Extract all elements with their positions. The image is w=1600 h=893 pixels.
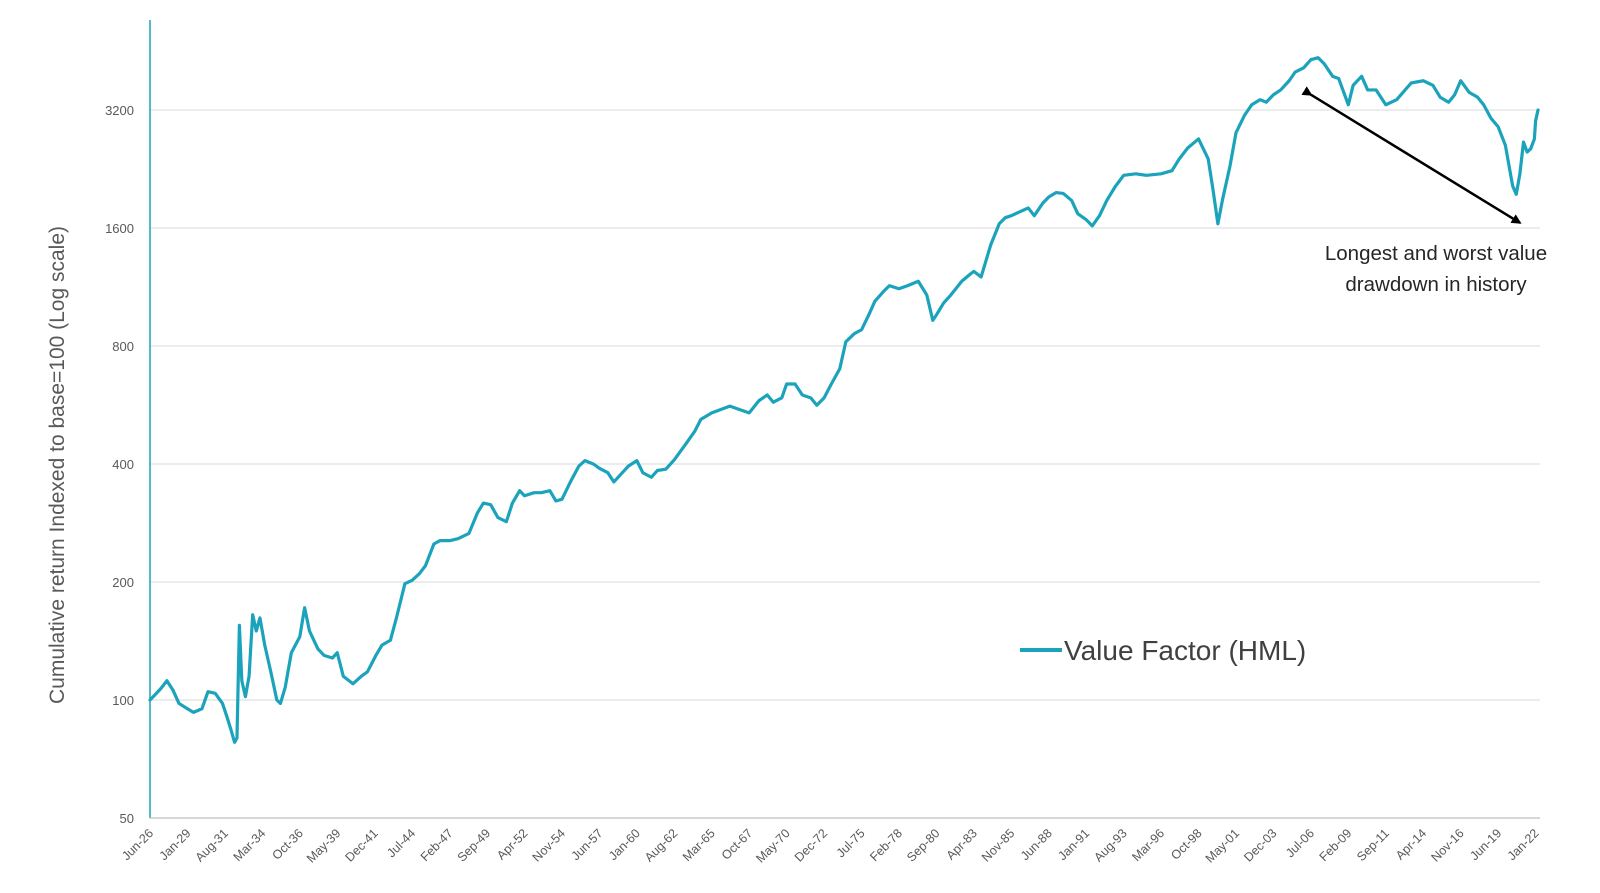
x-tick-label: Aug-93 — [1091, 826, 1129, 864]
x-tick-label: Apr-14 — [1393, 826, 1429, 862]
annotation-text-line: drawdown in history — [1345, 273, 1527, 296]
series-line-value-factor — [148, 56, 1540, 744]
x-tick-label: Dec-41 — [342, 826, 380, 864]
x-tick-label: Jan-60 — [606, 826, 643, 863]
y-tick-label: 100 — [112, 693, 134, 708]
y-tick-label: 800 — [112, 339, 134, 354]
grid-lines — [150, 109, 1540, 701]
x-tick-label: Nov-85 — [979, 826, 1017, 864]
x-tick-label: Jul-44 — [384, 826, 418, 860]
x-tick-label: Jun-19 — [1467, 826, 1504, 863]
x-tick-label: Jun-26 — [119, 826, 156, 863]
series-lines — [148, 56, 1540, 744]
x-tick-label: Feb-09 — [1317, 826, 1355, 864]
x-tick-label: Feb-78 — [867, 826, 905, 864]
y-axis-label: Cumulative return Indexed to base=100 (L… — [46, 226, 69, 704]
y-tick-label: 400 — [112, 457, 134, 472]
x-tick-label: Apr-83 — [944, 826, 980, 862]
x-tick-label: Mar-65 — [680, 826, 718, 864]
annotation-text-line: Longest and worst value — [1325, 242, 1547, 265]
x-tick-label: Jul-06 — [1283, 826, 1317, 860]
legend: Value Factor (HML) — [1020, 635, 1306, 666]
y-tick-label: 200 — [112, 575, 134, 590]
x-tick-label: Mar-96 — [1129, 826, 1167, 864]
x-tick-label: Apr-52 — [494, 826, 530, 862]
x-tick-label: Sep-11 — [1354, 826, 1392, 864]
x-tick-label: May-39 — [304, 826, 343, 865]
x-tick-label: Jan-22 — [1505, 826, 1542, 863]
x-tick-label: Nov-16 — [1428, 826, 1466, 864]
annotation-group: Longest and worst value drawdown in histo… — [1301, 86, 1547, 296]
x-tick-label: Sep-80 — [904, 826, 942, 864]
x-tick-label: May-70 — [753, 826, 792, 865]
x-tick-label: Nov-54 — [530, 826, 568, 864]
drawdown-arrow — [1301, 86, 1522, 224]
y-tick-label: 1600 — [105, 221, 134, 236]
x-tick-label: Jun-88 — [1018, 826, 1055, 863]
x-tick-label: May-01 — [1203, 826, 1242, 865]
y-tick-label: 50 — [120, 811, 134, 826]
x-tick-label: Oct-98 — [1168, 826, 1204, 862]
x-tick-label: Feb-47 — [418, 826, 456, 864]
x-tick-label: Jan-29 — [157, 826, 194, 863]
x-tick-label: Aug-62 — [642, 826, 680, 864]
x-tick-label: Dec-03 — [1241, 826, 1279, 864]
x-tick-label: Dec-72 — [792, 826, 830, 864]
x-tick-label: Jun-57 — [569, 826, 606, 863]
x-tick-label: Oct-36 — [269, 826, 305, 862]
x-tick-label: Jan-91 — [1055, 826, 1092, 863]
axes: 50 100 200 400 800 1600 3200 Jun-26 Jan-29 Aug-31… — [46, 20, 1542, 866]
legend-label: Value Factor (HML) — [1064, 635, 1306, 666]
x-tick-label: Jul-75 — [834, 826, 868, 860]
x-tick-label: Mar-34 — [231, 826, 269, 864]
x-tick-label: Sep-49 — [455, 826, 493, 864]
x-tick-label: Aug-31 — [193, 826, 231, 864]
x-tick-label: Oct-67 — [719, 826, 755, 862]
y-tick-label: 3200 — [105, 103, 134, 118]
